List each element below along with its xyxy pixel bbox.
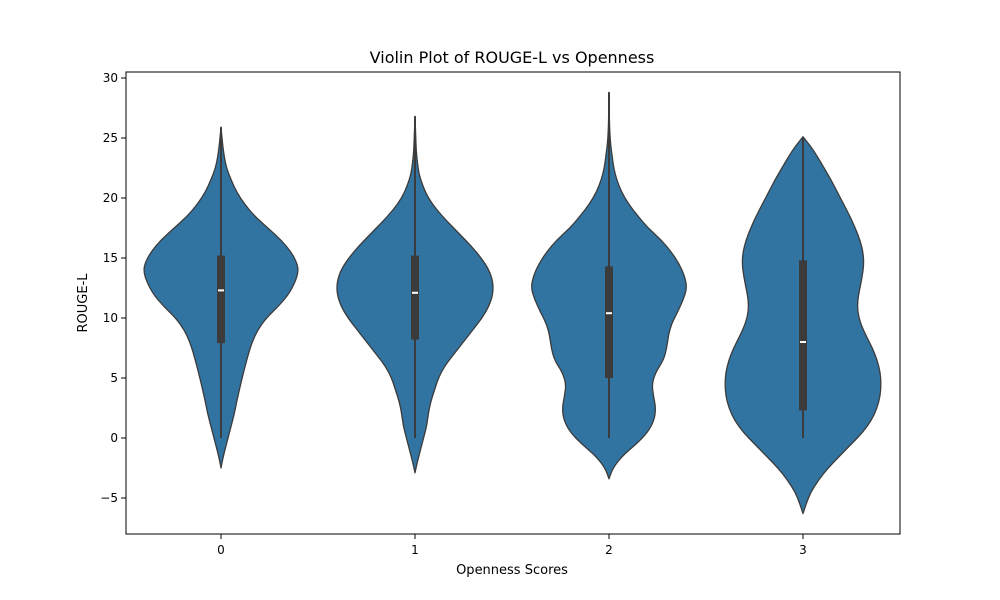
y-tick-label: 0 [110,431,118,445]
x-tick-label: 3 [799,543,807,557]
y-tick-label: 5 [110,371,118,385]
plot-area [143,91,882,515]
violin-iqr-box [411,255,419,340]
x-tick-label: 0 [217,543,225,557]
violin-2 [531,91,687,480]
violin-iqr-box [605,266,613,378]
violin-iqr-box [217,255,225,344]
violin-3 [724,136,882,515]
violin-0 [143,126,299,469]
x-axis: 0 1 2 3 [217,534,807,557]
y-tick-label: −5 [100,491,118,505]
y-tick-label: 25 [103,131,118,145]
plot-frame [125,71,901,535]
y-axis-label: ROUGE-L [76,273,91,333]
violin-1 [336,115,494,474]
chart-title: Violin Plot of ROUGE-L vs Openness [370,48,655,67]
y-tick-label: 30 [103,71,118,85]
y-tick-label: 20 [103,191,118,205]
y-tick-label: 10 [103,311,118,325]
y-tick-label: 15 [103,251,118,265]
y-axis: −5 0 5 10 15 20 25 30 [100,71,126,505]
x-tick-label: 2 [605,543,613,557]
x-axis-label: Openness Scores [456,563,568,578]
violin-iqr-box [799,260,807,411]
x-tick-label: 1 [411,543,419,557]
